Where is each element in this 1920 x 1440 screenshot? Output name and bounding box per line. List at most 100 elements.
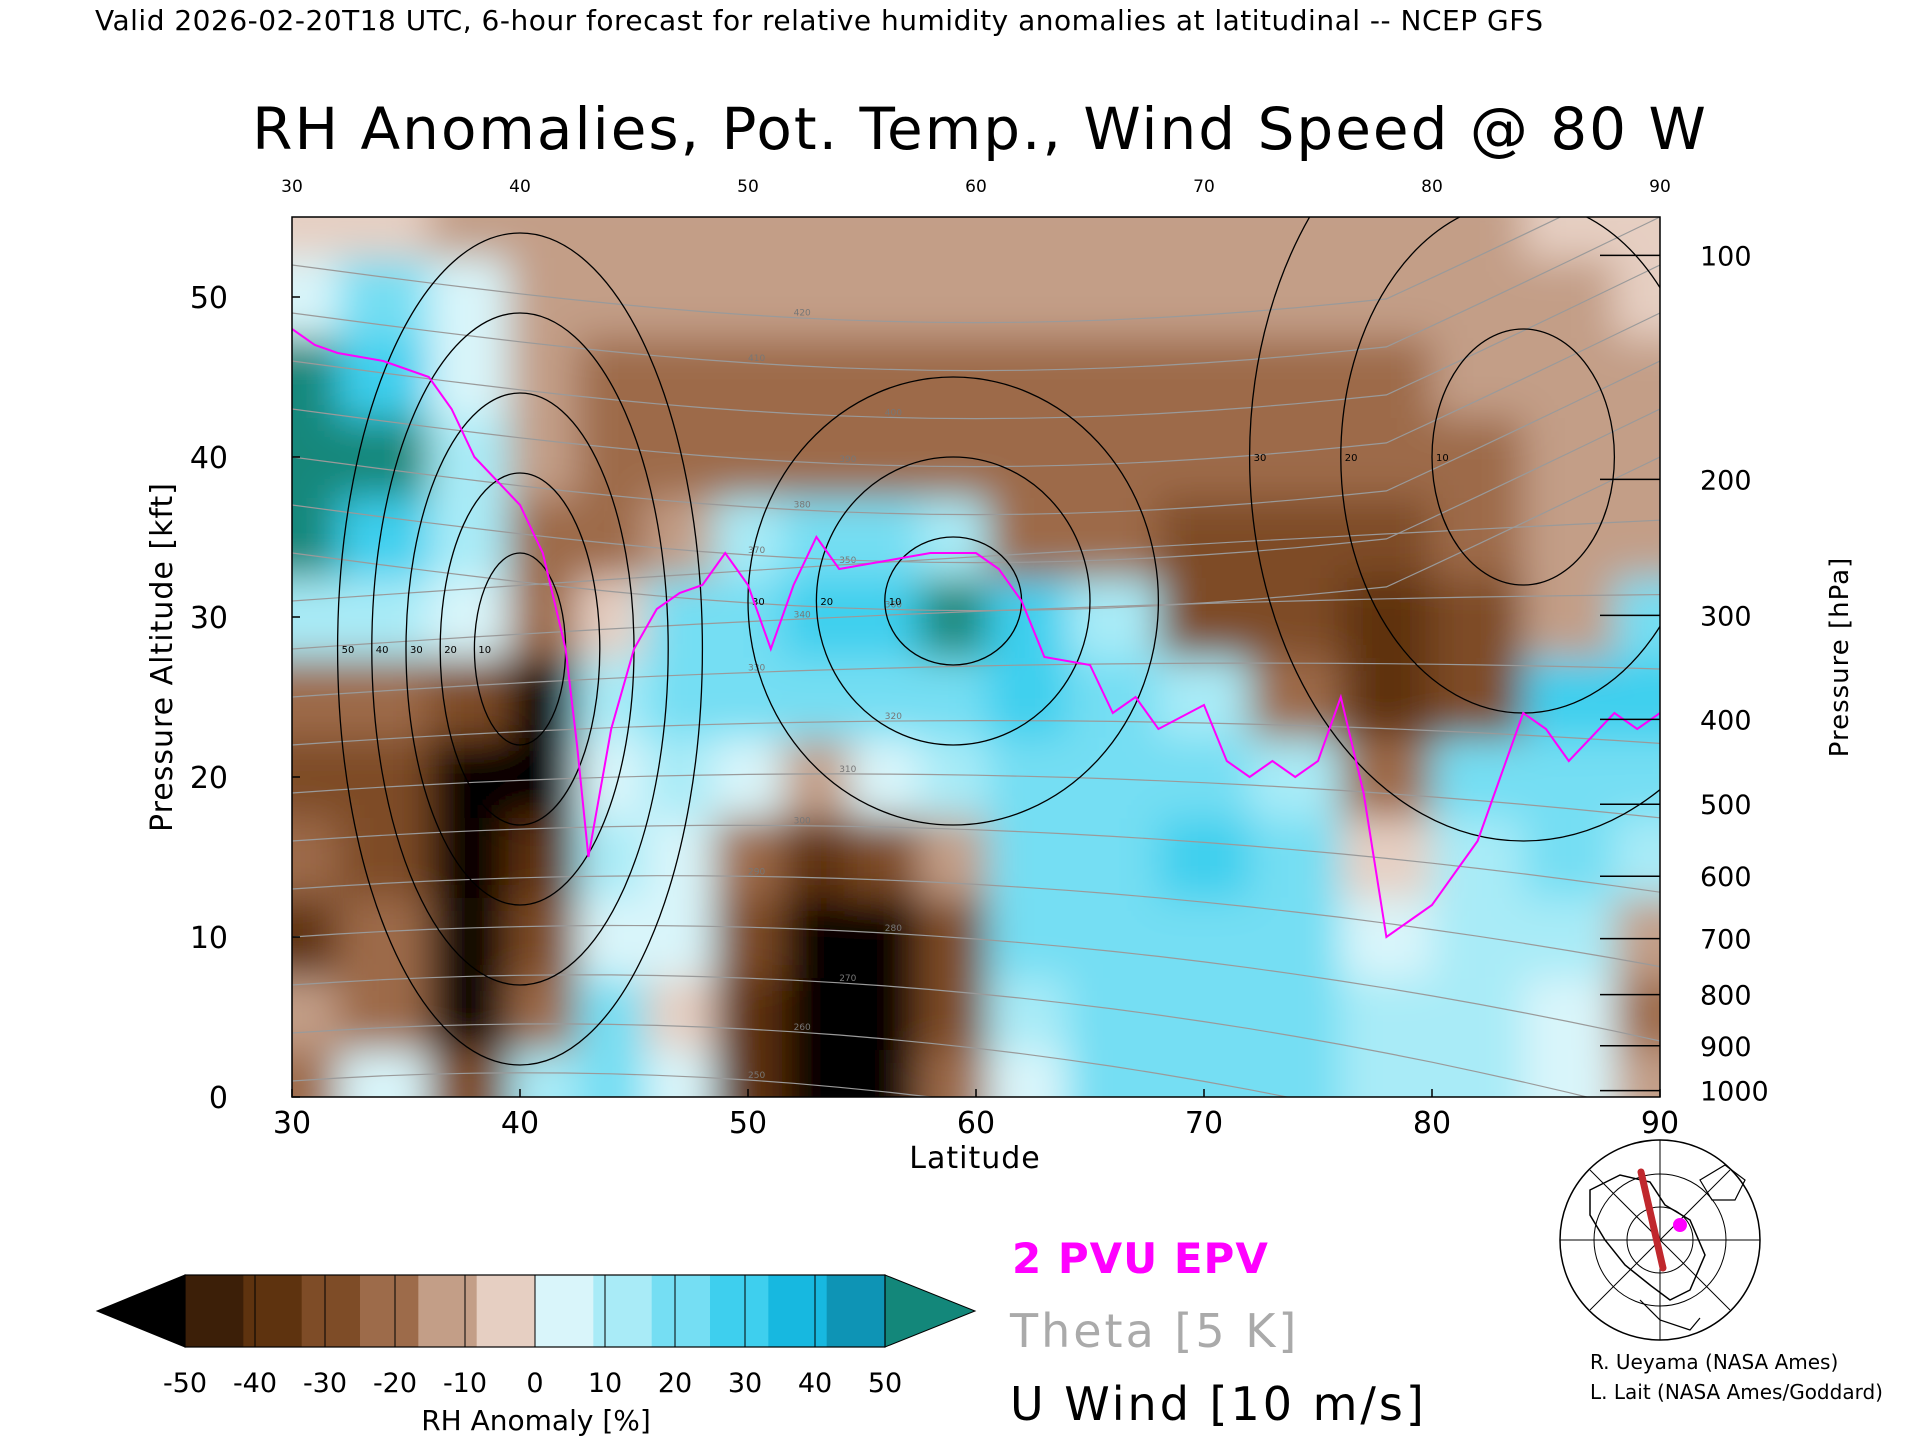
heat-cell [1614, 1049, 1660, 1097]
pressure-tick-label: 600 [1700, 862, 1752, 893]
pressure-tick-label: 1000 [1700, 1077, 1769, 1108]
heat-cell [1523, 497, 1616, 578]
pressure-axis: 100 200 300 400 500 600 700 800 900 1000 [1600, 241, 1769, 1108]
heat-cell [292, 817, 339, 898]
theta-contour-line [292, 217, 1660, 372]
heat-cell [508, 417, 578, 498]
heat-cell [337, 497, 430, 578]
wind-contour-label: 10 [1436, 453, 1449, 464]
wind-contour-line [336, 232, 704, 1066]
theta-contour-label: 260 [794, 1023, 811, 1033]
theta-contour-label: 400 [885, 408, 902, 418]
heat-cell [1158, 337, 1251, 418]
heat-cell [337, 217, 430, 258]
heat-cell [1340, 977, 1433, 1050]
heat-cell [1340, 337, 1433, 418]
y-tick-label: 10 [190, 921, 228, 956]
legend: 2 PVU EPV Theta [5 K] U Wind [10 m/s] [1009, 1234, 1427, 1431]
x-axis-top: 30 40 50 60 70 80 90 [281, 177, 1671, 197]
heat-cell [1432, 257, 1525, 338]
heat-cell [1067, 337, 1160, 418]
heat-cell [1340, 657, 1433, 738]
theta-contour-label: 330 [748, 664, 765, 674]
heat-cell [577, 257, 647, 338]
heat-cell [782, 737, 852, 818]
theta-contour-line [292, 719, 1660, 746]
heat-cell [1432, 337, 1525, 418]
heat-cell [1340, 217, 1433, 258]
heat-cell [292, 1049, 339, 1097]
heat-cell [713, 897, 784, 978]
heat-cell [428, 817, 510, 898]
colorbar-under-arrow [95, 1274, 186, 1348]
heat-cell [508, 497, 578, 578]
colorbar: -50 -40 -30 -20 -10 0 10 20 30 40 50 RH Anomaly [%… [95, 1274, 977, 1437]
wind-contour-label: 20 [1345, 453, 1358, 464]
heat-cell [645, 337, 715, 418]
colorbar-cell [535, 1275, 594, 1347]
colorbar-cell [476, 1275, 536, 1347]
colorbar-cell [710, 1275, 769, 1347]
heat-cell [713, 257, 784, 338]
heat-cell [1614, 897, 1660, 978]
heat-cell [782, 817, 852, 898]
heat-cell [1340, 1049, 1433, 1097]
heat-cell [713, 337, 784, 418]
heat-cell [782, 337, 852, 418]
heat-cell [1523, 337, 1616, 418]
x-tick-label: 90 [1641, 1106, 1679, 1141]
theta-contour-label: 390 [839, 455, 856, 465]
heat-cell [1614, 577, 1660, 658]
heat-cell [850, 897, 920, 978]
heat-cell [987, 897, 1069, 978]
heat-cell [1614, 657, 1660, 738]
pressure-tick-label: 200 [1700, 465, 1752, 496]
heat-cell [428, 897, 510, 978]
theta-contour-label: 420 [794, 309, 811, 319]
heat-cell [337, 417, 430, 498]
epv-2pvu-line [292, 328, 1660, 939]
wind-contour-label: 20 [820, 597, 833, 608]
heat-cell [1158, 217, 1251, 258]
heat-cell [1432, 417, 1525, 498]
heat-cell [782, 1049, 852, 1097]
x-tick-label: 80 [1413, 1106, 1451, 1141]
legend-theta: Theta [5 K] [1009, 1304, 1299, 1358]
heat-cell [577, 497, 647, 578]
legend-epv: 2 PVU EPV [1012, 1234, 1269, 1283]
heat-cell [508, 257, 578, 338]
heat-cell [292, 657, 339, 738]
heat-cell [337, 897, 430, 978]
wind-contour-line [371, 312, 669, 986]
heat-cell [782, 257, 852, 338]
heat-cell [1432, 577, 1525, 658]
colorbar-tick-label: -30 [303, 1368, 347, 1399]
heat-cell [1158, 737, 1251, 818]
heat-cell [508, 897, 578, 978]
theta-contour-label: 410 [748, 354, 765, 364]
heat-cell [292, 977, 339, 1050]
heat-cell [987, 337, 1069, 418]
colorbar-tick-label: 10 [588, 1368, 622, 1399]
heat-cell [1158, 657, 1251, 738]
heat-cell [337, 657, 430, 738]
x-top-tick-label: 30 [281, 177, 303, 197]
wind-contour-label: 10 [889, 597, 902, 608]
theta-contour-line [292, 662, 1660, 698]
pressure-tick-label: 100 [1700, 241, 1752, 272]
x-tick-label: 30 [273, 1106, 311, 1141]
map-coastline [1589, 1174, 1706, 1301]
heat-cell [1249, 257, 1342, 338]
heat-cell [577, 577, 647, 658]
heat-cell [1523, 897, 1616, 978]
theta-contour-line [292, 875, 1660, 968]
theta-contour-label: 320 [885, 712, 902, 722]
x-tick-label: 60 [957, 1106, 995, 1141]
legend-wind: U Wind [10 m/s] [1010, 1377, 1427, 1431]
y-axis: 0 10 20 30 40 50 [190, 281, 300, 1116]
heat-cell [428, 977, 510, 1050]
y-tick-label: 0 [209, 1081, 228, 1116]
x-axis: 30 40 50 60 70 80 90 [273, 1089, 1679, 1141]
heat-cell [1523, 417, 1616, 498]
